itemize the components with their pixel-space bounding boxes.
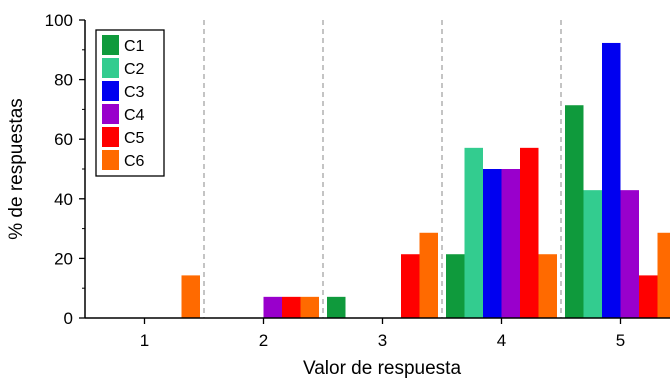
- bar-c4-cat-2: [263, 296, 282, 318]
- y-tick-label: 20: [54, 249, 73, 268]
- bar-c6-cat-4: [538, 254, 557, 318]
- bar-c3-cat-4: [483, 169, 502, 318]
- bar-c1-cat-3: [327, 296, 346, 318]
- bar-c5-cat-2: [282, 296, 301, 318]
- bar-c6-cat-3: [419, 232, 438, 318]
- legend-label-c4: C4: [124, 107, 145, 124]
- x-ticks: 1 2 3 4 5: [140, 318, 625, 350]
- bar-c1-cat-5: [565, 105, 584, 318]
- legend-label-c6: C6: [124, 153, 145, 170]
- x-tick-label: 5: [616, 331, 625, 350]
- legend: C1 C2 C3 C4 C5 C6: [95, 29, 165, 177]
- legend-label-c3: C3: [124, 84, 145, 101]
- bar-c2-cat-5: [583, 190, 602, 318]
- y-ticks: 0 20 40 60 80 100: [45, 11, 85, 328]
- bar-c5-cat-5: [639, 275, 658, 318]
- bar-c6-cat-1: [181, 275, 200, 318]
- bar-c3-cat-5: [602, 42, 621, 318]
- y-axis-title: % de respuestas: [6, 98, 27, 240]
- bar-c4-cat-4: [501, 169, 520, 318]
- bars: [181, 42, 670, 318]
- legend-label-c5: C5: [124, 130, 145, 147]
- bar-c4-cat-5: [620, 190, 639, 318]
- legend-swatch-c6: [102, 150, 119, 170]
- legend-label-c2: C2: [124, 61, 145, 78]
- category-separators: [203, 20, 562, 318]
- legend-swatch-c3: [102, 81, 119, 101]
- y-tick-label: 0: [64, 309, 73, 328]
- legend-swatch-c1: [102, 35, 119, 55]
- bar-c1-cat-4: [446, 254, 465, 318]
- legend-swatch-c2: [102, 58, 119, 78]
- y-tick-label: 80: [54, 71, 73, 90]
- y-tick-label: 60: [54, 130, 73, 149]
- y-tick-label: 100: [45, 11, 73, 30]
- x-tick-label: 4: [497, 331, 506, 350]
- legend-swatch-c4: [102, 104, 119, 124]
- bar-c2-cat-4: [464, 147, 483, 318]
- bar-c6-cat-5: [657, 232, 670, 318]
- legend-label-c1: C1: [124, 38, 145, 55]
- bar-c6-cat-2: [300, 296, 319, 318]
- y-tick-label: 40: [54, 190, 73, 209]
- bar-c5-cat-4: [520, 147, 539, 318]
- legend-swatch-c5: [102, 127, 119, 147]
- x-axis-title: Valor de respuesta: [303, 358, 462, 379]
- x-tick-label: 1: [140, 331, 149, 350]
- x-tick-label: 3: [378, 331, 387, 350]
- x-tick-label: 2: [259, 331, 268, 350]
- bar-c5-cat-3: [401, 254, 420, 318]
